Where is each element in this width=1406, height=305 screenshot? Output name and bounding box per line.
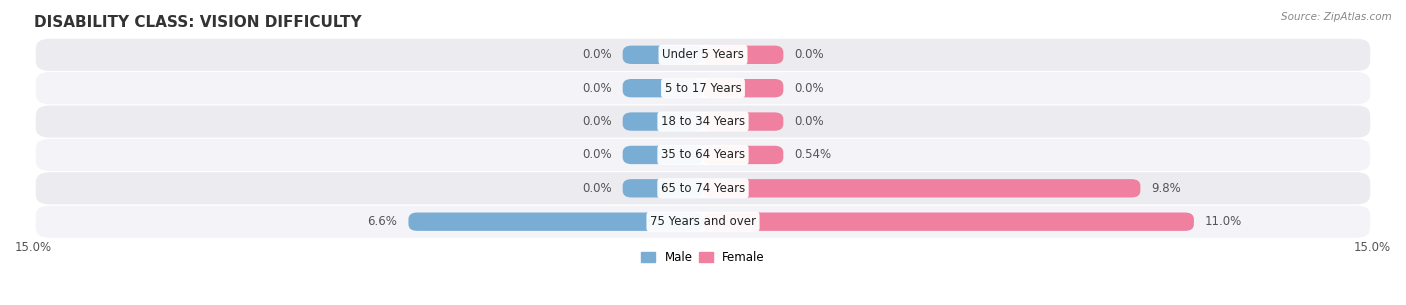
FancyBboxPatch shape bbox=[623, 46, 703, 64]
Text: 0.54%: 0.54% bbox=[794, 149, 831, 161]
FancyBboxPatch shape bbox=[703, 112, 783, 131]
Legend: Male, Female: Male, Female bbox=[637, 246, 769, 268]
Text: Under 5 Years: Under 5 Years bbox=[662, 48, 744, 61]
Text: 5 to 17 Years: 5 to 17 Years bbox=[665, 82, 741, 95]
Text: Source: ZipAtlas.com: Source: ZipAtlas.com bbox=[1281, 12, 1392, 22]
Text: 75 Years and over: 75 Years and over bbox=[650, 215, 756, 228]
Text: 65 to 74 Years: 65 to 74 Years bbox=[661, 182, 745, 195]
FancyBboxPatch shape bbox=[623, 79, 703, 97]
Text: 6.6%: 6.6% bbox=[367, 215, 398, 228]
FancyBboxPatch shape bbox=[703, 146, 783, 164]
FancyBboxPatch shape bbox=[703, 79, 783, 97]
FancyBboxPatch shape bbox=[623, 146, 703, 164]
FancyBboxPatch shape bbox=[703, 46, 783, 64]
FancyBboxPatch shape bbox=[35, 106, 1371, 138]
Text: 18 to 34 Years: 18 to 34 Years bbox=[661, 115, 745, 128]
FancyBboxPatch shape bbox=[623, 179, 703, 198]
FancyBboxPatch shape bbox=[35, 139, 1371, 171]
Text: 0.0%: 0.0% bbox=[794, 48, 824, 61]
FancyBboxPatch shape bbox=[703, 213, 1194, 231]
FancyBboxPatch shape bbox=[35, 72, 1371, 104]
Text: 0.0%: 0.0% bbox=[794, 82, 824, 95]
FancyBboxPatch shape bbox=[35, 172, 1371, 204]
Text: 11.0%: 11.0% bbox=[1205, 215, 1243, 228]
Text: 0.0%: 0.0% bbox=[582, 48, 612, 61]
Text: 0.0%: 0.0% bbox=[582, 82, 612, 95]
FancyBboxPatch shape bbox=[409, 213, 703, 231]
Text: 0.0%: 0.0% bbox=[794, 115, 824, 128]
Text: DISABILITY CLASS: VISION DIFFICULTY: DISABILITY CLASS: VISION DIFFICULTY bbox=[34, 15, 361, 30]
Text: 35 to 64 Years: 35 to 64 Years bbox=[661, 149, 745, 161]
Text: 0.0%: 0.0% bbox=[582, 115, 612, 128]
FancyBboxPatch shape bbox=[623, 112, 703, 131]
Text: 0.0%: 0.0% bbox=[582, 182, 612, 195]
Text: 0.0%: 0.0% bbox=[582, 149, 612, 161]
FancyBboxPatch shape bbox=[703, 179, 1140, 198]
Text: 9.8%: 9.8% bbox=[1152, 182, 1181, 195]
FancyBboxPatch shape bbox=[35, 39, 1371, 71]
FancyBboxPatch shape bbox=[35, 206, 1371, 238]
